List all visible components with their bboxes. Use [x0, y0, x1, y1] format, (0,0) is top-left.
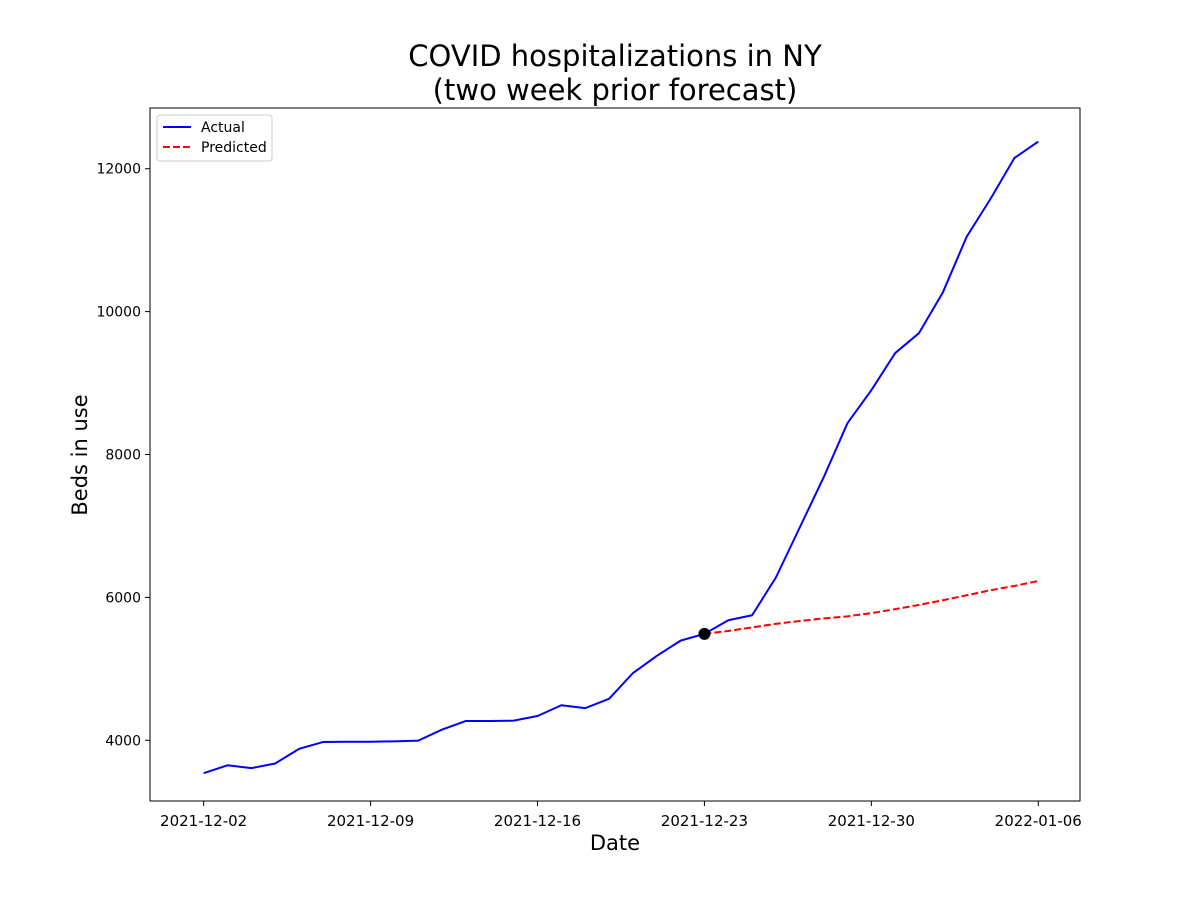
x-axis-label: Date	[590, 831, 640, 855]
x-tick-label: 2021-12-16	[494, 812, 581, 830]
x-tick-label: 2021-12-30	[828, 812, 915, 830]
y-tick-label: 10000	[96, 305, 141, 321]
chart-title-line1: COVID hospitalizations in NY	[408, 39, 822, 73]
forecast-start-marker	[698, 627, 711, 640]
x-axis: 2021-12-02 2021-12-09 2021-12-16 2021-12-23…	[160, 801, 1082, 830]
x-tick-label: 2022-01-06	[995, 812, 1082, 830]
y-tick-label: 6000	[105, 590, 141, 606]
y-tick-label: 8000	[105, 448, 141, 464]
series-line-actual	[203, 140, 1039, 775]
y-tick-label: 4000	[105, 733, 141, 749]
y-axis: 4000 6000 8000 10000 12000	[96, 162, 150, 749]
legend: Actual Predicted	[156, 114, 273, 162]
x-tick-label: 2021-12-23	[661, 812, 748, 830]
series-line-predicted	[704, 579, 1039, 635]
plot-frame	[149, 107, 1081, 802]
x-tick-label: 2021-12-02	[160, 812, 247, 830]
y-tick-label: 12000	[96, 162, 141, 178]
legend-label-actual: Actual	[201, 120, 245, 136]
legend-label-predicted: Predicted	[201, 140, 267, 156]
chart-title-line2: (two week prior forecast)	[433, 73, 798, 107]
plot-area	[203, 140, 1039, 775]
x-tick-label: 2021-12-09	[327, 812, 414, 830]
y-axis-label: Beds in use	[68, 394, 92, 515]
